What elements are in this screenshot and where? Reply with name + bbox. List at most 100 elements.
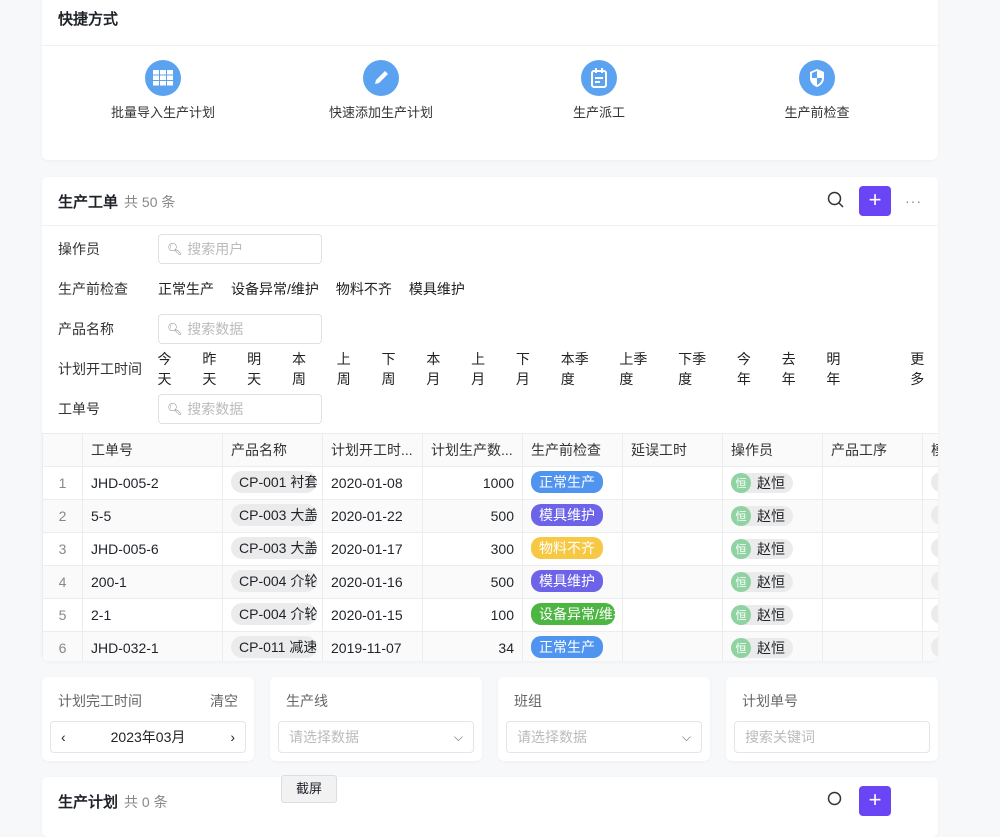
shortcut-quick-add[interactable]: 快速添加生产计划 — [301, 60, 461, 121]
time-option[interactable]: 下季度 — [678, 351, 707, 387]
extra-cell — [922, 565, 938, 599]
column-header[interactable]: 操作员 — [722, 433, 823, 467]
time-option[interactable]: 去年 — [781, 351, 796, 387]
time-option[interactable]: 上周 — [336, 351, 351, 387]
order-id: JHD-005-6 — [82, 532, 223, 566]
more-icon[interactable]: ··· — [905, 193, 922, 209]
row-index: 1 — [42, 466, 83, 500]
check-cell: 正常生产 — [522, 631, 623, 661]
avatar: 恒 — [731, 473, 751, 493]
check-cell: 设备异常/维护 — [522, 598, 623, 632]
delay-hours — [622, 499, 723, 533]
product-name: CP-011 减速 — [231, 635, 317, 658]
time-option[interactable]: 今年 — [736, 351, 751, 387]
quantity: 1000 — [422, 466, 523, 500]
section-header: 生产工单共 50 条 — [58, 191, 175, 212]
column-header[interactable] — [42, 433, 83, 467]
time-more-button[interactable]: 更多 — [910, 351, 925, 387]
check-option[interactable]: 设备异常/维护 — [231, 281, 319, 297]
plan-no-filter: 计划单号 搜索关键词 — [726, 677, 938, 761]
delay-hours — [622, 598, 723, 632]
filter-product: 产品名称 🔍︎ 搜索数据 — [58, 314, 322, 344]
time-option[interactable]: 本季度 — [560, 351, 589, 387]
product-cell: CP-004 介轮 — [222, 565, 323, 599]
operator-name: 赵恒 — [757, 607, 785, 623]
shield-icon — [799, 60, 835, 96]
check-option[interactable]: 正常生产 — [158, 281, 214, 297]
placeholder: 搜索关键词 — [745, 729, 815, 745]
time-option[interactable]: 上月 — [471, 351, 486, 387]
clear-button[interactable]: 清空 — [210, 693, 238, 709]
filter-operator: 操作员 🔍︎ 搜索用户 — [58, 234, 322, 264]
time-option[interactable]: 本周 — [291, 351, 306, 387]
time-option[interactable]: 下周 — [381, 351, 396, 387]
table-row[interactable]: 2 5-5 CP-003 大盖 2020-01-22 500 模具维护 恒赵恒 — [42, 499, 938, 533]
plan-no-input[interactable]: 搜索关键词 — [734, 721, 930, 753]
filter-label: 工单号 — [58, 401, 100, 417]
chevron-left-icon[interactable]: ‹ — [61, 729, 66, 745]
time-option[interactable]: 上季度 — [619, 351, 648, 387]
operator-search-input[interactable]: 🔍︎ 搜索用户 — [158, 234, 322, 264]
time-option[interactable]: 今天 — [157, 351, 172, 387]
quantity: 100 — [422, 598, 523, 632]
time-option[interactable]: 下月 — [515, 351, 530, 387]
placeholder-pill — [931, 471, 938, 492]
process-cell — [822, 466, 923, 500]
order-search-input[interactable]: 🔍︎ 搜索数据 — [158, 394, 322, 424]
column-header[interactable]: 计划生产数... — [422, 433, 523, 467]
search-icon[interactable] — [827, 191, 845, 212]
operator-name: 赵恒 — [757, 475, 785, 491]
row-index: 2 — [42, 499, 83, 533]
time-option[interactable]: 明天 — [247, 351, 262, 387]
shortcut-precheck[interactable]: 生产前检查 — [737, 60, 897, 121]
placeholder: 搜索数据 — [187, 321, 244, 337]
column-header[interactable]: 产品名称 — [222, 433, 323, 467]
column-header[interactable]: 模 — [922, 433, 938, 467]
filter-label: 产品名称 — [58, 321, 114, 337]
chevron-right-icon[interactable]: › — [230, 729, 235, 745]
status-badge: 正常生产 — [531, 635, 603, 658]
table-row[interactable]: 6 JHD-032-1 CP-011 减速 2019-11-07 34 正常生产… — [42, 631, 938, 661]
record-count: 共 0 条 — [124, 794, 168, 810]
operator: 恒赵恒 — [731, 473, 793, 493]
shortcuts-title: 快捷方式 — [58, 11, 119, 28]
search-icon[interactable] — [827, 791, 845, 812]
shortcut-batch-import[interactable]: 批量导入生产计划 — [83, 60, 243, 121]
operator: 恒赵恒 — [731, 506, 793, 526]
column-header[interactable]: 生产前检查 — [522, 433, 623, 467]
column-header[interactable]: 延误工时 — [622, 433, 723, 467]
column-header[interactable]: 计划开工时... — [322, 433, 423, 467]
check-option[interactable]: 模具维护 — [408, 281, 465, 297]
operator-cell: 恒赵恒 — [722, 532, 823, 566]
status-badge: 物料不齐 — [531, 536, 603, 559]
team-select[interactable]: 请选择数据 ⌵ — [506, 721, 702, 753]
production-line-select[interactable]: 请选择数据 ⌵ — [278, 721, 474, 753]
time-option[interactable]: 明年 — [826, 351, 841, 387]
table-row[interactable]: 3 JHD-005-6 CP-003 大盖 2020-01-17 300 物料不… — [42, 532, 938, 566]
time-option[interactable]: 昨天 — [202, 351, 217, 387]
work-orders-card: 生产工单共 50 条 + ··· 操作员 🔍︎ 搜索用户 生产前检查 正常生产 设备异… — [42, 177, 938, 661]
table-row[interactable]: 1 JHD-005-2 CP-001 衬套 2020-01-08 1000 正常… — [42, 466, 938, 500]
divider — [42, 45, 938, 46]
row-index: 4 — [42, 565, 83, 599]
check-option[interactable]: 物料不齐 — [335, 281, 392, 297]
month-value: 2023年03月 — [110, 729, 186, 745]
column-header[interactable]: 工单号 — [82, 433, 223, 467]
status-badge: 正常生产 — [531, 470, 603, 493]
status-badge: 模具维护 — [531, 569, 603, 592]
add-button[interactable]: + — [859, 186, 891, 216]
column-header[interactable]: 产品工序 — [822, 433, 923, 467]
shortcut-dispatch[interactable]: 生产派工 — [519, 60, 679, 121]
table-row[interactable]: 5 2-1 CP-004 介轮 2020-01-15 100 设备异常/维护 恒… — [42, 598, 938, 632]
screenshot-button[interactable]: 截屏 — [281, 775, 337, 803]
check-cell: 正常生产 — [522, 466, 623, 500]
toolbar: + ··· — [827, 186, 922, 216]
table-row[interactable]: 4 200-1 CP-004 介轮 2020-01-16 500 模具维护 恒赵… — [42, 565, 938, 599]
time-option[interactable]: 本月 — [426, 351, 441, 387]
delay-hours — [622, 466, 723, 500]
divider — [42, 225, 938, 226]
add-button[interactable]: + — [859, 786, 891, 816]
product-search-input[interactable]: 🔍︎ 搜索数据 — [158, 314, 322, 344]
product-cell: CP-011 减速 — [222, 631, 323, 661]
order-id: JHD-005-2 — [82, 466, 223, 500]
